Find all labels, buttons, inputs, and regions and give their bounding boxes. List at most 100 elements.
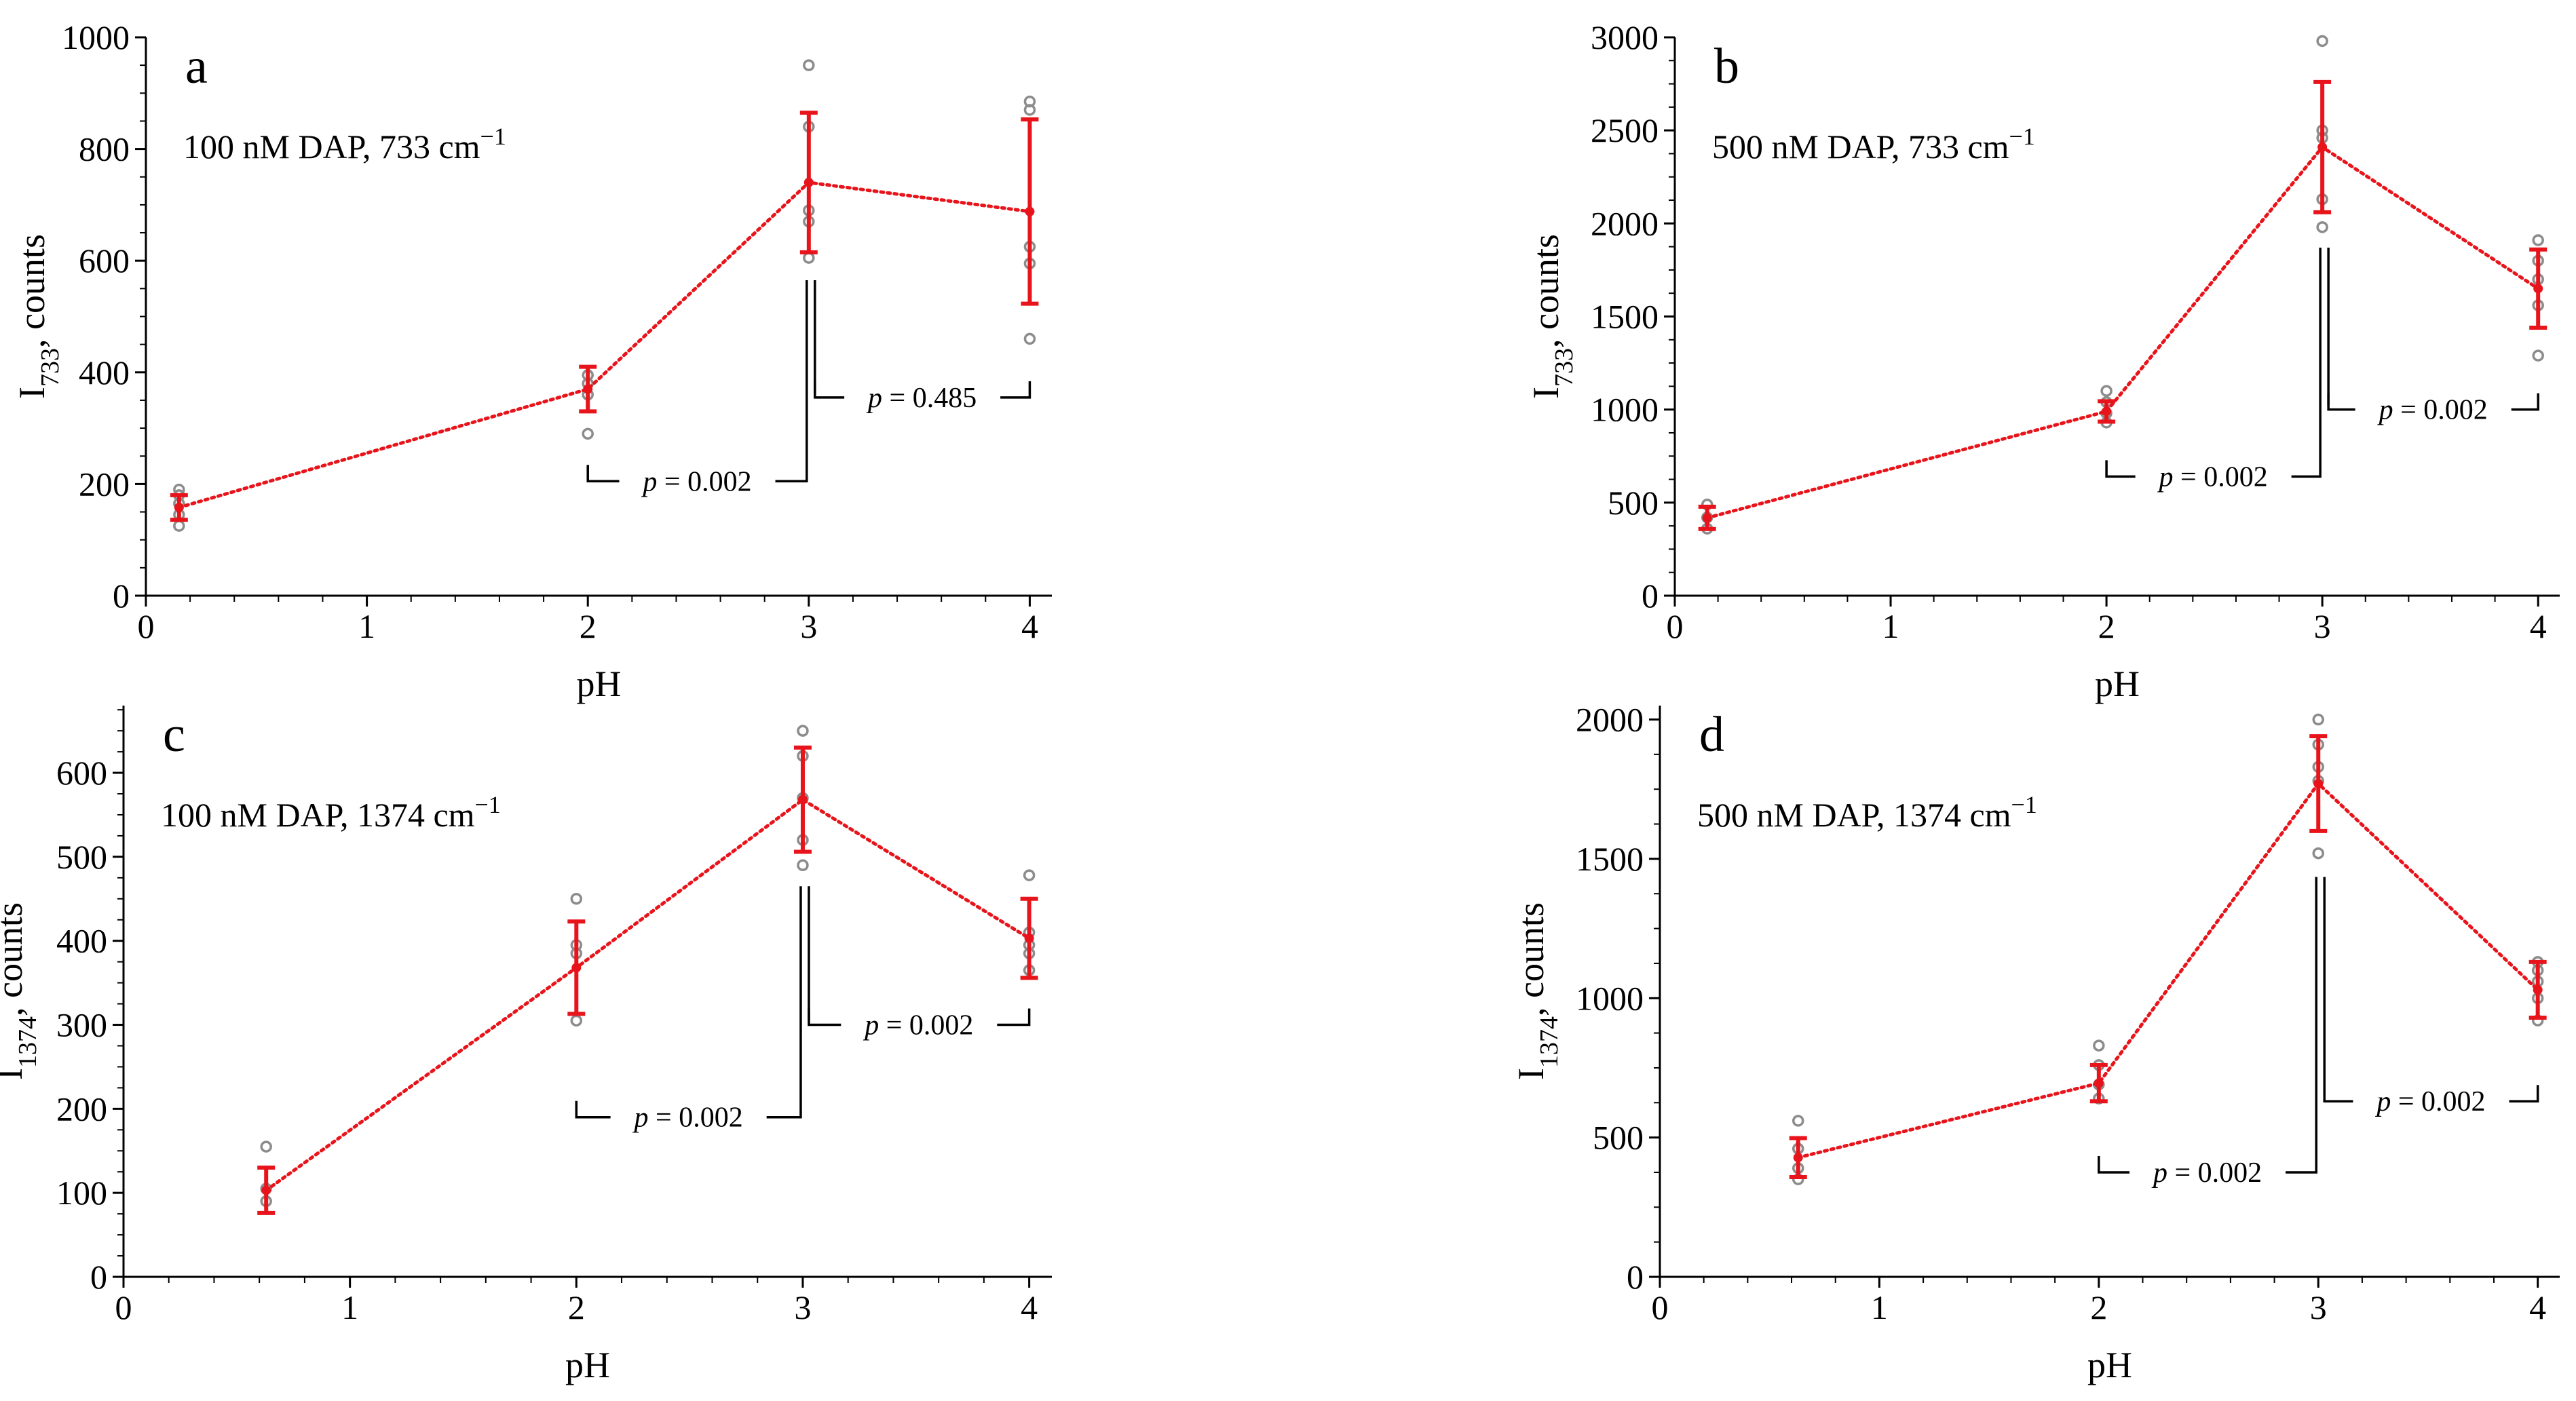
panel-annotation: 100 nM DAP, 733 cm−1 <box>183 123 506 166</box>
mean-point <box>2533 284 2543 294</box>
x-tick-label: 2 <box>568 1288 585 1326</box>
y-tick-label: 400 <box>56 922 107 960</box>
y-tick-label: 0 <box>113 577 130 615</box>
y-axis-title: I1374, counts <box>0 902 42 1080</box>
replicate-point <box>2316 35 2328 47</box>
mean-point <box>1024 933 1034 943</box>
x-tick-label: 4 <box>2530 607 2547 645</box>
y-axis-title-subscript: 733 <box>36 348 64 387</box>
pvalue-text: = 0.002 <box>2174 461 2268 493</box>
pvalue-symbol: p <box>2374 1086 2391 1117</box>
mean-point <box>1702 513 1712 523</box>
mean-point <box>2102 406 2112 417</box>
y-tick-label: 600 <box>56 754 107 792</box>
x-axis-title: pH <box>565 1345 610 1385</box>
panel-annotation: 500 nM DAP, 1374 cm−1 <box>1697 791 2037 834</box>
x-tick-label: 4 <box>1021 1288 1038 1326</box>
mean-point <box>2533 984 2543 995</box>
panel-label: a <box>185 39 208 94</box>
y-tick-label: 500 <box>56 838 107 876</box>
pvalue-label: p = 0.002 <box>641 466 751 497</box>
y-tick-label: 400 <box>79 353 130 391</box>
replicate-point <box>803 252 815 264</box>
annotation-superscript: −1 <box>475 791 501 818</box>
y-axis-title-rest: , counts <box>1511 902 1551 1016</box>
mean-point <box>571 963 582 973</box>
x-tick-label: 0 <box>1667 607 1684 645</box>
panel-annotation: 500 nM DAP, 733 cm−1 <box>1712 123 2035 166</box>
pvalue-text: = 0.485 <box>882 383 977 414</box>
replicate-point <box>570 893 583 905</box>
chart-panel-d: 0 1 2 3 4 0 500 1000 1500 2000 pH I1374, counts d 500… <box>1511 701 2560 1385</box>
x-tick-label: 4 <box>1021 607 1038 645</box>
significance-bracket <box>575 886 802 1119</box>
y-tick-label: 2500 <box>1591 111 1659 149</box>
x-axis-title: pH <box>577 664 622 704</box>
y-tick-label: 500 <box>1608 484 1659 522</box>
panel-annotation: 100 nM DAP, 1374 cm−1 <box>161 791 501 834</box>
x-axis-title: pH <box>2095 664 2140 704</box>
pvalue-symbol: p <box>866 383 882 414</box>
pvalue-label: p = 0.002 <box>2374 1086 2485 1117</box>
panel-label: b <box>1714 39 1739 94</box>
x-tick-label: 3 <box>2310 1288 2327 1326</box>
y-axis-title-main: I <box>1526 387 1566 399</box>
x-tick-label: 0 <box>138 607 155 645</box>
replicate-point <box>173 520 185 532</box>
replicate-point <box>803 59 815 71</box>
y-tick-label: 1500 <box>1591 298 1659 336</box>
replicate-point <box>2532 349 2544 362</box>
y-axis-title-main: I <box>12 387 52 399</box>
replicate-point <box>1023 869 1036 881</box>
y-axis-title-main: I <box>1511 1068 1551 1080</box>
replicate-point <box>2312 713 2324 726</box>
y-axis-title-rest: , counts <box>0 902 30 1016</box>
pvalue-background <box>844 378 1001 415</box>
replicate-point <box>2100 385 2113 397</box>
y-tick-label: 3000 <box>1591 18 1659 56</box>
x-tick-label: 1 <box>1882 607 1899 645</box>
annotation-superscript: −1 <box>2009 123 2035 150</box>
y-tick-label: 1000 <box>62 18 130 56</box>
annotation-text: 100 nM DAP, 733 cm <box>183 128 480 166</box>
replicate-point <box>2316 221 2328 233</box>
mean-series-line <box>264 797 1031 1192</box>
chart-panel-a: 0 1 2 3 4 0 200 400 600 800 1000 pH I733, counts a 100… <box>12 18 1052 704</box>
pvalue-background <box>841 1005 998 1043</box>
mean-point <box>1025 206 1035 216</box>
y-tick-label: 800 <box>79 130 130 168</box>
mean-point <box>261 1185 271 1195</box>
mean-point <box>1793 1153 1803 1163</box>
pvalue-background <box>610 1098 767 1135</box>
significance-bracket <box>586 280 808 483</box>
replicate-point <box>797 725 809 737</box>
y-axis-title-rest: , counts <box>12 234 52 348</box>
y-tick-label: 2000 <box>1591 204 1659 242</box>
pvalue-label: p = 0.002 <box>2157 461 2268 493</box>
y-axis-title-rest: , counts <box>1526 234 1566 348</box>
pvalue-label: p = 0.002 <box>632 1102 743 1134</box>
chart-panel-c: 0 1 2 3 4 0 100 200 300 400 500 600 pH I1374, counts c… <box>0 706 1052 1385</box>
x-tick-label: 3 <box>800 607 817 645</box>
y-tick-label: 2000 <box>1576 701 1644 739</box>
mean-series-line <box>177 180 1031 510</box>
x-tick-label: 2 <box>2098 607 2115 645</box>
pvalue-label: p = 0.002 <box>2151 1157 2262 1189</box>
replicate-point <box>797 859 809 872</box>
mean-point <box>803 177 814 187</box>
replicate-point <box>1023 332 1036 345</box>
replicate-point <box>1023 95 1036 108</box>
pvalue-text: = 0.002 <box>879 1010 973 1041</box>
pvalue-background <box>2129 1153 2286 1190</box>
mean-point <box>2094 1078 2104 1088</box>
pvalue-text: = 0.002 <box>2393 395 2488 426</box>
replicate-point <box>2093 1039 2105 1052</box>
pvalue-background <box>2135 457 2292 495</box>
x-tick-label: 0 <box>115 1288 132 1326</box>
x-tick-label: 1 <box>341 1288 358 1326</box>
significance-bracket <box>2098 877 2317 1174</box>
y-tick-label: 0 <box>90 1258 107 1296</box>
annotation-superscript: −1 <box>480 123 506 150</box>
replicate-point <box>260 1140 272 1153</box>
